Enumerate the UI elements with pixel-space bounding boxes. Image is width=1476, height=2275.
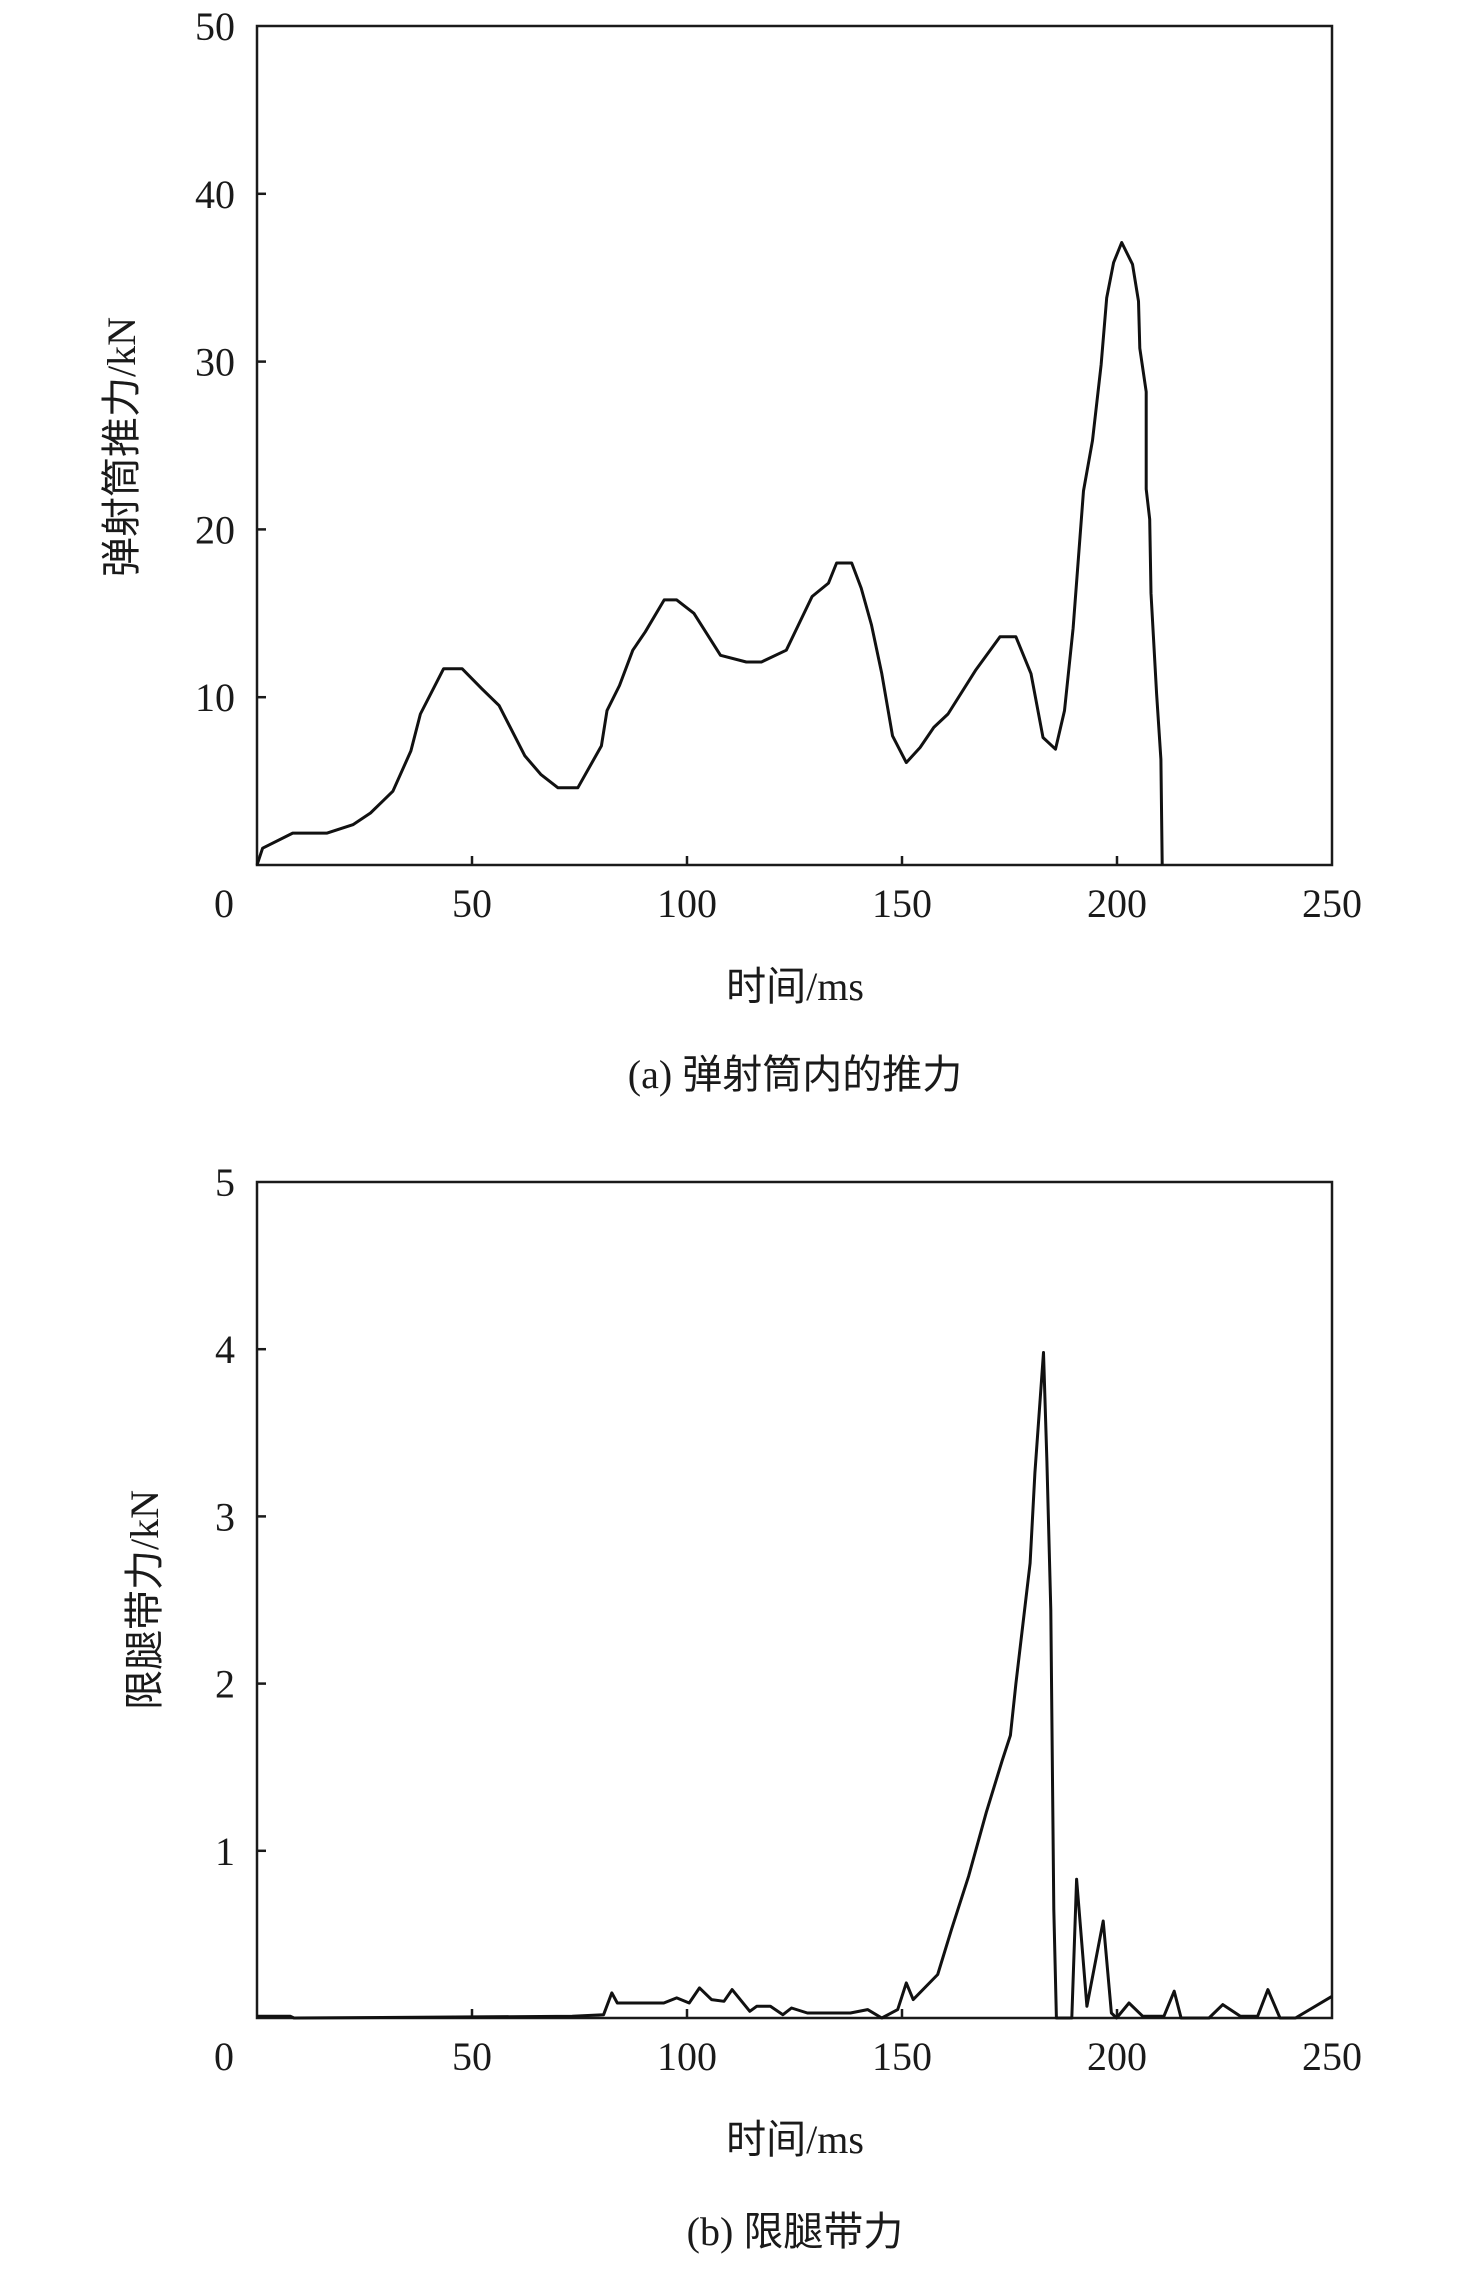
y-tick-label: 30 (195, 340, 235, 385)
y-tick-label: 1 (215, 1829, 235, 1874)
x-tick-label: 100 (657, 2034, 717, 2079)
chart-a-xlabel: 时间/ms (726, 964, 864, 1009)
x-tick-label: 200 (1087, 881, 1147, 926)
x-tick-label: 200 (1087, 2034, 1147, 2079)
x-tick-label: 250 (1302, 881, 1362, 926)
series-line (255, 241, 1164, 866)
x-tick-label: 0 (214, 881, 234, 926)
chart-b-leg-strap-force: 限腿带力/kN 时间/ms (b) 限腿带力 0 50 100 150 200 250 1 2… (122, 1160, 1362, 2254)
x-tick-label: 50 (452, 881, 492, 926)
chart-b-xlabel: 时间/ms (726, 2117, 864, 2162)
x-tick-label: 50 (452, 2034, 492, 2079)
x-tick-label: 250 (1302, 2034, 1362, 2079)
chart-a-thrust: 弹射筒推力/kN 时间/ms (a) 弹射筒内的推力 0 50 100 150 200 2… (99, 4, 1362, 1097)
series-line (257, 1351, 1333, 2020)
y-tick-label: 50 (195, 4, 235, 49)
y-tick-label: 4 (215, 1327, 235, 1372)
chart-a-ylabel: 弹射筒推力/kN (99, 317, 144, 577)
chart-a-caption: (a) 弹射筒内的推力 (628, 1052, 962, 1097)
y-tick-label: 10 (195, 675, 235, 720)
x-tick-label: 100 (657, 881, 717, 926)
x-tick-label: 0 (214, 2034, 234, 2079)
plot-frame (255, 24, 1334, 867)
x-tick-label: 150 (872, 881, 932, 926)
y-tick-label: 5 (215, 1160, 235, 1205)
x-tick-label: 150 (872, 2034, 932, 2079)
y-tick-label: 20 (195, 507, 235, 552)
y-tick-label: 40 (195, 172, 235, 217)
y-tick-label: 3 (215, 1494, 235, 1539)
plot-frame (255, 1180, 1334, 2020)
y-tick-label: 2 (215, 1662, 235, 1707)
chart-b-ylabel: 限腿带力/kN (122, 1490, 167, 1710)
chart-b-caption: (b) 限腿带力 (687, 2209, 904, 2254)
